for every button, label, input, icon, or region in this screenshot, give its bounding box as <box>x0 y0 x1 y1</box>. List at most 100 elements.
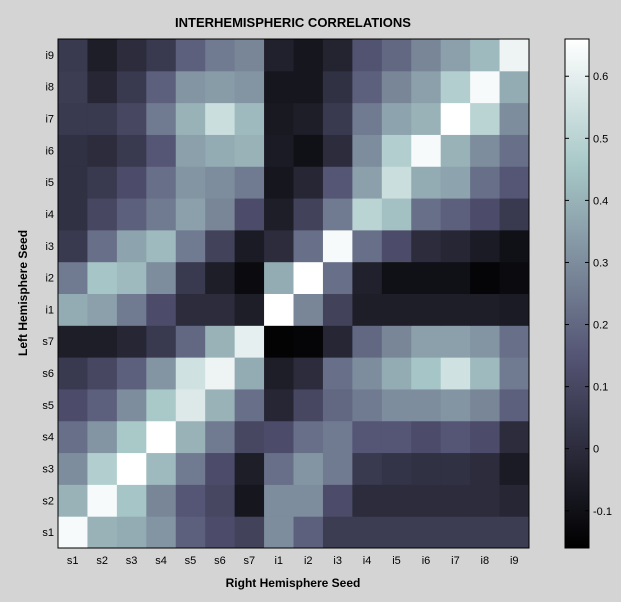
heatmap-cell <box>205 39 236 72</box>
heatmap-cell <box>293 325 324 358</box>
heatmap-cell <box>470 484 501 517</box>
x-tick-label: s4 <box>155 555 167 567</box>
heatmap-cell <box>58 516 88 549</box>
heatmap-cell <box>322 229 353 263</box>
heatmap-cell <box>234 484 265 517</box>
plot-frame <box>57 38 530 549</box>
heatmap-cell <box>234 261 265 294</box>
y-axis-label: Left Hemisphere Seed <box>16 230 30 356</box>
heatmap-cell <box>264 102 294 135</box>
heatmap-cell <box>87 420 118 454</box>
heatmap-cell <box>87 134 118 167</box>
heatmap-cell <box>146 229 177 263</box>
heatmap-cell <box>411 452 442 485</box>
y-tick-label: i3 <box>45 241 54 253</box>
heatmap-cell <box>470 452 501 485</box>
heatmap-cell <box>58 261 88 294</box>
heatmap-cell <box>146 70 177 104</box>
heatmap-cell <box>87 325 118 358</box>
y-tick-label: s1 <box>42 527 54 539</box>
heatmap-cell <box>205 325 236 358</box>
heatmap-cell <box>293 166 324 199</box>
x-tick-label: s7 <box>244 555 256 567</box>
heatmap-cell <box>58 102 88 135</box>
heatmap-cell <box>264 198 294 231</box>
heatmap-cell <box>411 516 442 549</box>
heatmap-cell <box>234 134 265 167</box>
heatmap-cell <box>234 325 265 358</box>
chart-title: INTERHEMISPHERIC CORRELATIONS <box>175 15 411 30</box>
x-tick-label: i2 <box>304 555 313 567</box>
heatmap-cell <box>470 39 501 72</box>
heatmap-cell <box>175 420 206 454</box>
heatmap-cell <box>293 357 324 390</box>
heatmap-cell <box>381 420 412 454</box>
heatmap-cell <box>205 452 236 485</box>
heatmap-cell <box>322 102 353 135</box>
heatmap-cell <box>440 484 471 517</box>
heatmap-cell <box>352 452 383 485</box>
heatmap-cell <box>470 325 501 358</box>
heatmap-cell <box>440 357 471 390</box>
heatmap-cell <box>234 452 265 485</box>
heatmap-cell <box>264 229 294 263</box>
heatmap-cell <box>381 325 412 358</box>
heatmap-cell <box>58 484 88 517</box>
heatmap-cell <box>146 484 177 517</box>
heatmap-cell <box>440 198 471 231</box>
heatmap-cell <box>205 229 236 263</box>
heatmap-cell <box>205 420 236 454</box>
colorbar-tick-label: 0.5 <box>593 133 608 145</box>
heatmap-cell <box>352 388 383 422</box>
heatmap-cell <box>440 420 471 454</box>
heatmap-cell <box>87 261 118 294</box>
x-tick-label: i4 <box>363 555 372 567</box>
y-tick-label: i7 <box>45 114 54 126</box>
heatmap-cell <box>352 357 383 390</box>
heatmap-cell <box>205 357 236 390</box>
heatmap-cell <box>116 484 147 517</box>
heatmap-cell <box>440 70 471 104</box>
heatmap-cell <box>264 39 294 72</box>
heatmap-cell <box>322 39 353 72</box>
heatmap-cell <box>293 484 324 517</box>
heatmap-cell <box>175 229 206 263</box>
heatmap-cell <box>175 452 206 485</box>
y-tick-label: i9 <box>45 50 54 62</box>
heatmap-cell <box>470 516 501 549</box>
heatmap-cell <box>264 516 294 549</box>
heatmap-cell <box>264 420 294 454</box>
heatmap-cell <box>440 39 471 72</box>
heatmap-cell <box>352 70 383 104</box>
heatmap-cell <box>499 261 530 294</box>
heatmap-cell <box>470 70 501 104</box>
y-tick-label: s5 <box>42 400 54 412</box>
heatmap-cell <box>381 229 412 263</box>
heatmap-cell <box>205 166 236 199</box>
heatmap-cell <box>499 388 530 422</box>
heatmap-cell <box>87 484 118 517</box>
heatmap-cell <box>499 134 530 167</box>
heatmap-cell <box>58 166 88 199</box>
heatmap-cell <box>205 516 236 549</box>
heatmap-cell <box>470 388 501 422</box>
heatmap-cell <box>116 39 147 72</box>
heatmap-cell <box>87 357 118 390</box>
x-tick-label: i1 <box>274 555 283 567</box>
y-tick-label: s2 <box>42 495 54 507</box>
heatmap-cell <box>381 293 412 326</box>
heatmap-cell <box>146 293 177 326</box>
heatmap-cell <box>87 198 118 231</box>
heatmap-cell <box>205 484 236 517</box>
heatmap-cell <box>470 198 501 231</box>
heatmap-cell <box>87 70 118 104</box>
heatmap-cell <box>87 229 118 263</box>
heatmap-cell <box>58 452 88 485</box>
heatmap-cell <box>175 134 206 167</box>
heatmap-cell <box>352 102 383 135</box>
heatmap-cell <box>499 293 530 326</box>
heatmap-cell <box>146 134 177 167</box>
heatmap-cell <box>58 134 88 167</box>
